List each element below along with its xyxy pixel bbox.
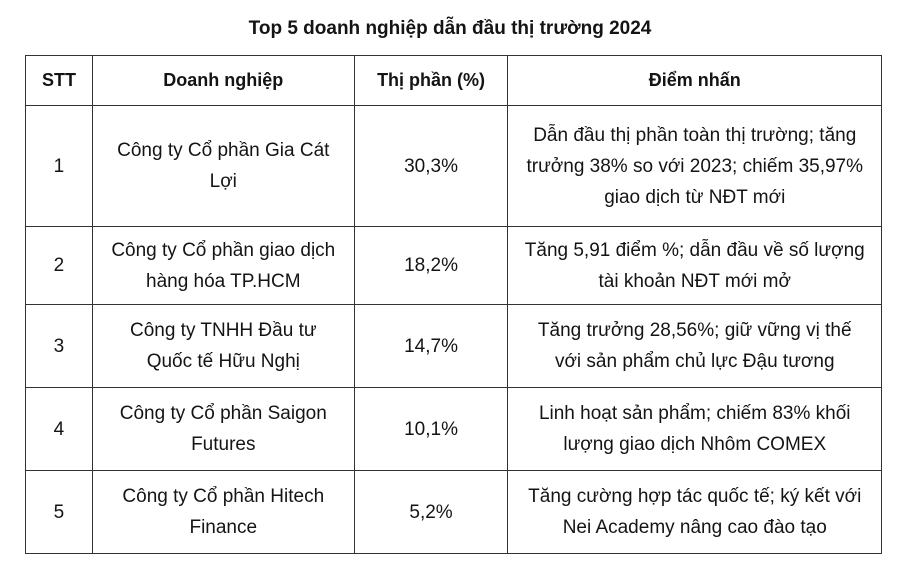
cell-stt: 1	[25, 105, 93, 227]
header-stt: STT	[25, 55, 93, 106]
header-row: STT Doanh nghiệp Thị phần (%) Điểm nhấn	[25, 55, 882, 106]
market-share-table: STT Doanh nghiệp Thị phần (%) Điểm nhấn …	[25, 55, 882, 554]
cell-highlight: Linh hoạt sản phẩm; chiếm 83% khối lượng…	[507, 387, 882, 471]
table-row: 1 Công ty Cổ phần Gia Cát Lợi 30,3% Dẫn …	[25, 105, 882, 227]
cell-company: Công ty Cổ phần Hitech Finance	[91, 470, 355, 554]
cell-company: Công ty Cổ phần giao dịch hàng hóa TP.HC…	[91, 226, 355, 305]
cell-highlight: Tăng cường hợp tác quốc tế; ký kết với N…	[507, 470, 882, 554]
cell-highlight: Dẫn đầu thị phần toàn thị trường; tăng t…	[507, 105, 882, 227]
table-row: 4 Công ty Cổ phần Saigon Futures 10,1% L…	[25, 387, 882, 471]
cell-share: 30,3%	[353, 105, 509, 227]
cell-share: 18,2%	[353, 226, 509, 305]
cell-share: 10,1%	[353, 387, 509, 471]
cell-share: 14,7%	[353, 304, 509, 388]
table-row: 5 Công ty Cổ phần Hitech Finance 5,2% Tă…	[25, 470, 882, 554]
table-row: 2 Công ty Cổ phần giao dịch hàng hóa TP.…	[25, 226, 882, 305]
header-highlight: Điểm nhấn	[507, 55, 882, 106]
cell-share: 5,2%	[353, 470, 509, 554]
cell-stt: 3	[25, 304, 93, 388]
cell-highlight: Tăng trưởng 28,56%; giữ vững vị thế với …	[507, 304, 882, 388]
header-share: Thị phần (%)	[353, 55, 509, 106]
cell-company: Công ty Cổ phần Saigon Futures	[91, 387, 355, 471]
table-row: 3 Công ty TNHH Đầu tư Quốc tế Hữu Nghị 1…	[25, 304, 882, 388]
cell-company: Công ty TNHH Đầu tư Quốc tế Hữu Nghị	[91, 304, 355, 388]
cell-stt: 5	[25, 470, 93, 554]
header-company: Doanh nghiệp	[91, 55, 355, 106]
cell-highlight: Tăng 5,91 điểm %; dẫn đầu về số lượng tà…	[507, 226, 882, 305]
table-title: Top 5 doanh nghiệp dẫn đầu thị trường 20…	[248, 18, 652, 39]
cell-stt: 4	[25, 387, 93, 471]
cell-company: Công ty Cổ phần Gia Cát Lợi	[91, 105, 355, 227]
cell-stt: 2	[25, 226, 93, 305]
